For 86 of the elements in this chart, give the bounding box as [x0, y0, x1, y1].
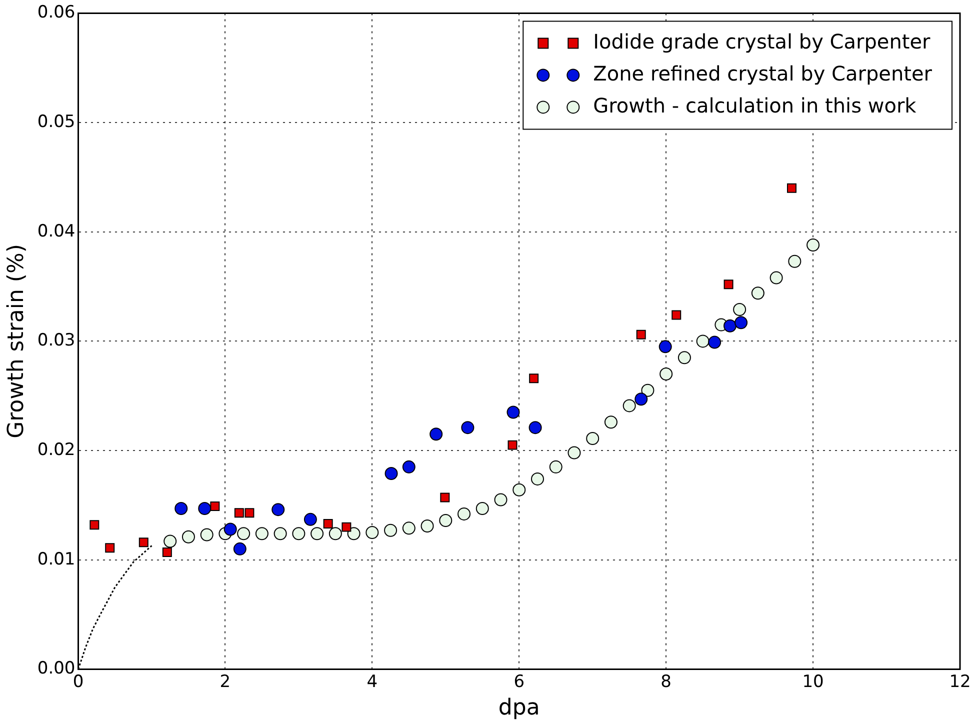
- point: [512, 483, 526, 496]
- point: [198, 502, 212, 515]
- x-axis-title: dpa: [498, 696, 540, 721]
- point: [724, 319, 737, 332]
- point: [530, 472, 544, 486]
- y-tick-label: 0.06: [37, 2, 76, 23]
- point: [528, 421, 542, 434]
- point: [604, 416, 618, 429]
- point: [182, 530, 195, 544]
- point: [786, 183, 796, 193]
- point: [494, 493, 508, 506]
- point: [724, 280, 734, 290]
- point: [788, 254, 802, 268]
- point: [660, 368, 673, 380]
- point: [508, 440, 518, 450]
- point: [310, 527, 324, 540]
- y-tick-label: 0.02: [37, 440, 76, 460]
- point: [304, 512, 317, 526]
- point: [244, 508, 254, 518]
- point: [641, 384, 654, 397]
- point: [476, 502, 489, 515]
- point: [734, 316, 748, 330]
- point: [174, 502, 188, 515]
- y-tick-label: 0.04: [37, 221, 76, 242]
- point: [549, 460, 562, 474]
- point: [200, 528, 214, 542]
- point: [272, 503, 285, 516]
- point: [461, 421, 474, 434]
- point: [237, 527, 250, 540]
- point: [622, 399, 636, 412]
- point: [529, 374, 539, 384]
- point: [439, 514, 452, 528]
- point: [806, 238, 820, 252]
- point: [506, 406, 520, 419]
- x-tick-label: 6: [514, 672, 525, 692]
- point: [90, 520, 100, 530]
- point: [696, 334, 710, 348]
- point: [733, 302, 746, 316]
- point: [420, 519, 434, 532]
- point: [384, 466, 398, 480]
- point: [658, 340, 672, 354]
- point: [402, 522, 416, 535]
- x-tick-label: 4: [366, 672, 378, 692]
- y-tick-label: 0.05: [37, 112, 76, 132]
- point: [255, 527, 268, 540]
- point: [233, 542, 246, 556]
- point: [224, 522, 237, 536]
- legend-label: Growth - calculation in this work: [593, 93, 917, 118]
- point: [458, 507, 471, 520]
- point: [384, 524, 398, 537]
- point: [568, 446, 581, 460]
- point: [586, 432, 600, 446]
- point: [430, 428, 443, 441]
- point: [162, 547, 172, 557]
- point: [366, 526, 379, 540]
- point: [402, 460, 416, 474]
- point: [274, 527, 287, 540]
- point: [440, 492, 450, 502]
- point: [634, 392, 648, 406]
- legend-label: Zone refined crystal by Carpenter: [593, 61, 933, 86]
- x-tick-label: 12: [949, 672, 971, 692]
- x-tick-label: 0: [72, 672, 84, 692]
- point: [234, 508, 244, 518]
- point: [138, 538, 148, 548]
- y-tick-label: 0.01: [37, 549, 76, 570]
- point: [210, 502, 220, 512]
- y-tick-label: 0.00: [37, 658, 76, 679]
- point: [342, 522, 352, 532]
- point: [164, 534, 177, 548]
- point: [678, 351, 691, 364]
- y-axis-title: Growth strain (%): [4, 244, 29, 438]
- point: [672, 310, 682, 320]
- point: [770, 271, 783, 284]
- x-tick-label: 10: [802, 672, 824, 692]
- point: [292, 527, 306, 540]
- y-tick-label: 0.03: [37, 330, 76, 351]
- x-tick-label: 8: [660, 672, 672, 692]
- point: [751, 286, 764, 300]
- legend-label: Iodide grade crystal by Carpenter: [593, 29, 932, 54]
- point: [347, 527, 360, 540]
- point: [636, 330, 646, 340]
- point: [328, 527, 342, 540]
- point: [708, 336, 722, 349]
- point: [323, 519, 333, 529]
- point: [105, 543, 115, 553]
- x-tick-label: 2: [220, 672, 231, 692]
